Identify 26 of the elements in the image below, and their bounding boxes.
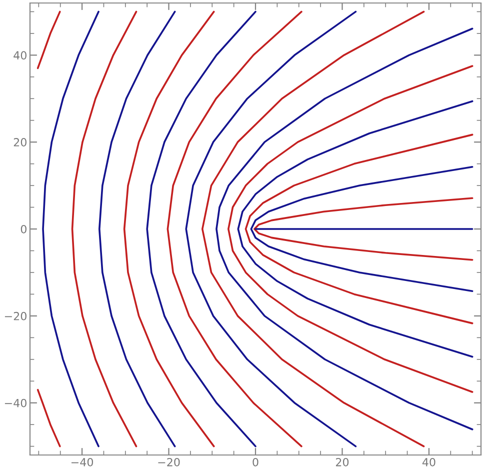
line-series [237,100,474,358]
line-series [216,28,474,430]
line-series [146,10,256,448]
x-tick-label: 20 [336,458,349,466]
line-series [244,134,474,324]
line-series [36,10,61,70]
line-series [36,388,61,448]
y-tick-label: 20 [14,138,26,146]
line-series [185,10,357,448]
line-series [123,10,215,448]
x-tick-label: −40 [71,458,94,466]
y-tick-label: −40 [4,398,26,408]
line-series [71,10,138,448]
line-series [227,65,474,393]
x-tick-label: −20 [158,458,180,466]
x-tick-label: 40 [422,458,436,466]
line-series [98,10,176,448]
line-series [254,197,474,261]
line-series [166,10,302,448]
line-series [250,166,474,292]
line-series [201,10,425,448]
x-tick-label: 0 [252,458,258,466]
y-tick-label: 40 [14,51,26,60]
line-series [42,10,100,448]
y-tick-label: 0 [20,224,26,234]
y-tick-label: −20 [4,312,26,320]
